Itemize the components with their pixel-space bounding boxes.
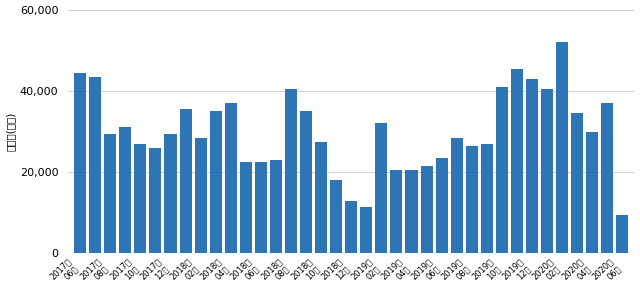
Bar	[300, 111, 312, 253]
Bar	[496, 87, 508, 253]
Bar	[164, 133, 177, 253]
Bar	[375, 123, 387, 253]
Bar	[360, 207, 372, 253]
Bar	[149, 148, 161, 253]
Bar	[255, 162, 267, 253]
Bar	[511, 69, 523, 253]
Bar	[270, 160, 282, 253]
Bar	[210, 111, 221, 253]
Bar	[315, 142, 327, 253]
Bar	[119, 128, 131, 253]
Bar	[586, 131, 598, 253]
Bar	[526, 79, 538, 253]
Bar	[541, 89, 553, 253]
Bar	[345, 201, 357, 253]
Bar	[466, 146, 478, 253]
Bar	[240, 162, 252, 253]
Bar	[602, 103, 613, 253]
Bar	[390, 170, 403, 253]
Bar	[436, 158, 447, 253]
Bar	[406, 170, 417, 253]
Bar	[89, 77, 101, 253]
Bar	[451, 138, 463, 253]
Bar	[195, 138, 207, 253]
Bar	[104, 133, 116, 253]
Bar	[285, 89, 297, 253]
Bar	[225, 103, 237, 253]
Bar	[481, 144, 493, 253]
Bar	[571, 113, 583, 253]
Bar	[420, 166, 433, 253]
Bar	[74, 73, 86, 253]
Bar	[556, 42, 568, 253]
Bar	[616, 215, 628, 253]
Y-axis label: 거래량(건수): 거래량(건수)	[6, 112, 15, 151]
Bar	[134, 144, 147, 253]
Bar	[180, 109, 191, 253]
Bar	[330, 180, 342, 253]
